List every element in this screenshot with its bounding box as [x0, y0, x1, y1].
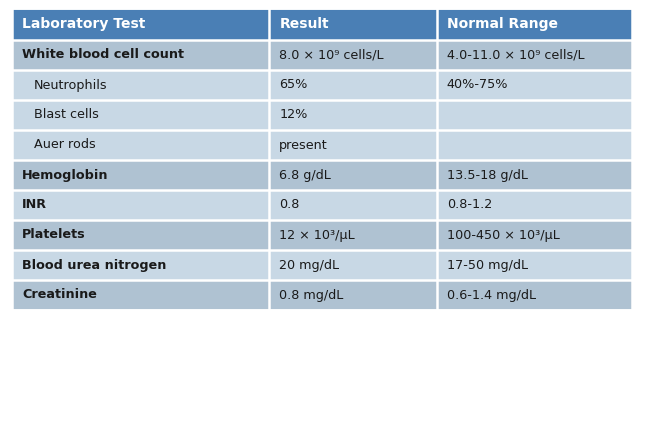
Bar — [12, 280, 270, 310]
Bar — [437, 40, 632, 70]
Bar — [437, 280, 632, 310]
Text: Creatinine: Creatinine — [22, 289, 97, 301]
Text: Hemoglobin: Hemoglobin — [22, 169, 108, 181]
Text: 4.0-11.0 × 10⁹ cells/L: 4.0-11.0 × 10⁹ cells/L — [447, 49, 584, 61]
Bar — [270, 40, 437, 70]
Text: 13.5-18 g/dL: 13.5-18 g/dL — [447, 169, 528, 181]
Bar — [437, 220, 632, 250]
Text: Platelets: Platelets — [22, 229, 86, 241]
Bar — [270, 100, 437, 130]
Text: 17-50 mg/dL: 17-50 mg/dL — [447, 258, 528, 272]
Bar — [437, 100, 632, 130]
Text: Normal Range: Normal Range — [447, 17, 558, 31]
Bar — [270, 250, 437, 280]
Bar — [437, 250, 632, 280]
Bar — [12, 8, 270, 40]
Text: 0.8: 0.8 — [279, 198, 300, 212]
Bar — [12, 250, 270, 280]
Text: 100-450 × 10³/μL: 100-450 × 10³/μL — [447, 229, 559, 241]
Bar — [270, 70, 437, 100]
Text: 0.8 mg/dL: 0.8 mg/dL — [279, 289, 344, 301]
Text: 0.8-1.2: 0.8-1.2 — [447, 198, 492, 212]
Bar — [270, 160, 437, 190]
Text: Neutrophils: Neutrophils — [34, 78, 108, 92]
Text: Auer rods: Auer rods — [34, 138, 95, 152]
Text: 0.6-1.4 mg/dL: 0.6-1.4 mg/dL — [447, 289, 536, 301]
Bar — [12, 130, 270, 160]
Bar — [270, 190, 437, 220]
Bar — [437, 190, 632, 220]
Text: present: present — [279, 138, 328, 152]
Bar — [270, 280, 437, 310]
Text: INR: INR — [22, 198, 47, 212]
Bar — [437, 130, 632, 160]
Bar — [437, 70, 632, 100]
Text: 8.0 × 10⁹ cells/L: 8.0 × 10⁹ cells/L — [279, 49, 384, 61]
Text: 20 mg/dL: 20 mg/dL — [279, 258, 339, 272]
Bar — [270, 130, 437, 160]
Text: 12%: 12% — [279, 109, 308, 121]
Bar — [12, 160, 270, 190]
Text: White blood cell count: White blood cell count — [22, 49, 184, 61]
Bar — [270, 8, 437, 40]
Text: Blast cells: Blast cells — [34, 109, 99, 121]
Bar — [12, 190, 270, 220]
Bar — [12, 100, 270, 130]
Text: 6.8 g/dL: 6.8 g/dL — [279, 169, 331, 181]
Text: Blood urea nitrogen: Blood urea nitrogen — [22, 258, 166, 272]
Bar — [12, 40, 270, 70]
Bar — [12, 70, 270, 100]
Text: 12 × 10³/μL: 12 × 10³/μL — [279, 229, 355, 241]
Bar — [437, 8, 632, 40]
Text: Result: Result — [279, 17, 329, 31]
Bar — [12, 220, 270, 250]
Text: 65%: 65% — [279, 78, 308, 92]
Bar — [437, 160, 632, 190]
Text: Laboratory Test: Laboratory Test — [22, 17, 145, 31]
Bar — [270, 220, 437, 250]
Text: 40%-75%: 40%-75% — [447, 78, 508, 92]
